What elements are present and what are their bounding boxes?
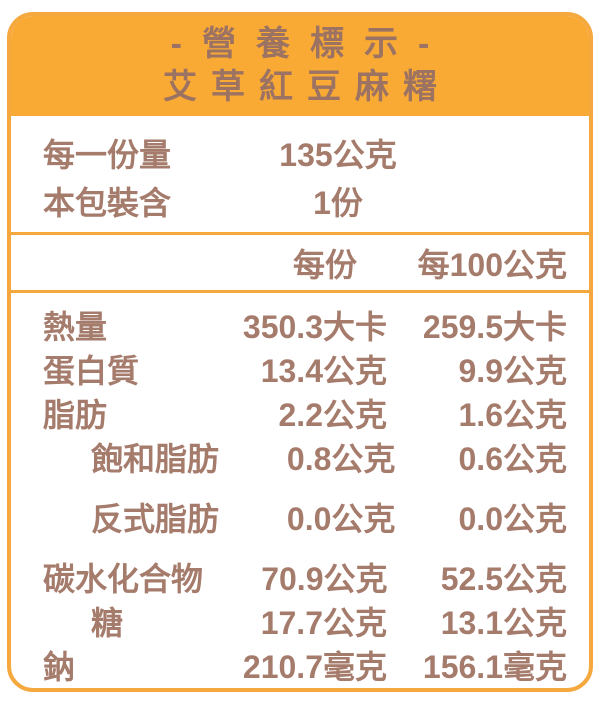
divider [11, 232, 589, 235]
nutrient-table: 熱量 350.3大卡 259.5大卡 蛋白質 13.4公克 9.9公克 脂肪 2… [11, 293, 589, 688]
serving-size-value: 135公克 [279, 137, 397, 173]
nutrient-per-100g: 52.5公克 [440, 561, 567, 597]
nutrient-per-serving: 17.7公克 [260, 605, 387, 641]
nutrient-name: 脂肪 [43, 397, 108, 433]
nutrition-label-card: -營養標示- 艾草紅豆麻糬 每一份量 135公克 本包裝含 1份 每份 每100… [7, 12, 593, 692]
nutrition-label-title: -營養標示- [170, 25, 450, 63]
servings-per-package-label: 本包裝含 [43, 185, 172, 221]
nutrient-per-serving: 210.7毫克 [242, 649, 387, 685]
nutrition-label-body: 每一份量 135公克 本包裝含 1份 每份 每100公克 熱量 350.3大卡 … [11, 116, 589, 688]
nutrient-name: 蛋白質 [43, 353, 140, 389]
nutrient-row-calories: 熱量 350.3大卡 259.5大卡 [43, 305, 567, 349]
nutrient-name: 飽和脂肪 [91, 441, 220, 477]
nutrient-name: 熱量 [43, 309, 108, 345]
nutrient-per-100g: 0.0公克 [458, 501, 568, 537]
nutrient-per-100g: 13.1公克 [440, 605, 567, 641]
nutrient-row-carbohydrate: 碳水化合物 70.9公克 52.5公克 [43, 557, 567, 601]
nutrient-per-serving: 13.4公克 [260, 353, 387, 389]
servings-per-package-value: 1份 [313, 185, 363, 221]
product-name: 艾草紅豆麻糬 [163, 68, 451, 106]
nutrient-per-serving: 0.8公克 [286, 441, 396, 477]
column-header-per-100g: 每100公克 [417, 247, 567, 283]
nutrient-row-saturated-fat: 飽和脂肪 0.8公克 0.6公克 [43, 437, 567, 481]
nutrient-name: 鈉 [43, 649, 76, 685]
serving-info-section: 每一份量 135公克 本包裝含 1份 [11, 116, 589, 232]
column-header-per-serving: 每份 [292, 247, 357, 283]
nutrient-per-serving: 2.2公克 [278, 397, 388, 433]
nutrient-name: 反式脂肪 [91, 501, 220, 537]
nutrient-per-serving: 0.0公克 [286, 501, 396, 537]
serving-size-label: 每一份量 [43, 137, 172, 173]
nutrient-name: 糖 [91, 605, 124, 641]
nutrient-name: 碳水化合物 [43, 561, 204, 597]
divider [11, 290, 589, 293]
nutrient-row-sodium: 鈉 210.7毫克 156.1毫克 [43, 645, 567, 688]
nutrition-label-header: -營養標示- 艾草紅豆麻糬 [11, 16, 589, 116]
nutrient-per-100g: 1.6公克 [458, 397, 568, 433]
nutrient-per-100g: 156.1毫克 [422, 649, 567, 685]
nutrient-row-trans-fat: 反式脂肪 0.0公克 0.0公克 [43, 497, 567, 541]
nutrient-row-fat: 脂肪 2.2公克 1.6公克 [43, 393, 567, 437]
serving-size-row: 每一份量 135公克 [43, 130, 567, 178]
nutrient-per-100g: 9.9公克 [458, 353, 568, 389]
column-header-row: 每份 每100公克 [11, 235, 589, 290]
servings-per-package-row: 本包裝含 1份 [43, 178, 567, 226]
nutrient-row-protein: 蛋白質 13.4公克 9.9公克 [43, 349, 567, 393]
nutrient-per-serving: 70.9公克 [261, 561, 388, 597]
nutrient-per-100g: 0.6公克 [458, 441, 568, 477]
nutrient-row-sugar: 糖 17.7公克 13.1公克 [43, 601, 567, 645]
nutrient-per-serving: 350.3大卡 [242, 309, 387, 345]
nutrient-per-100g: 259.5大卡 [422, 309, 567, 345]
